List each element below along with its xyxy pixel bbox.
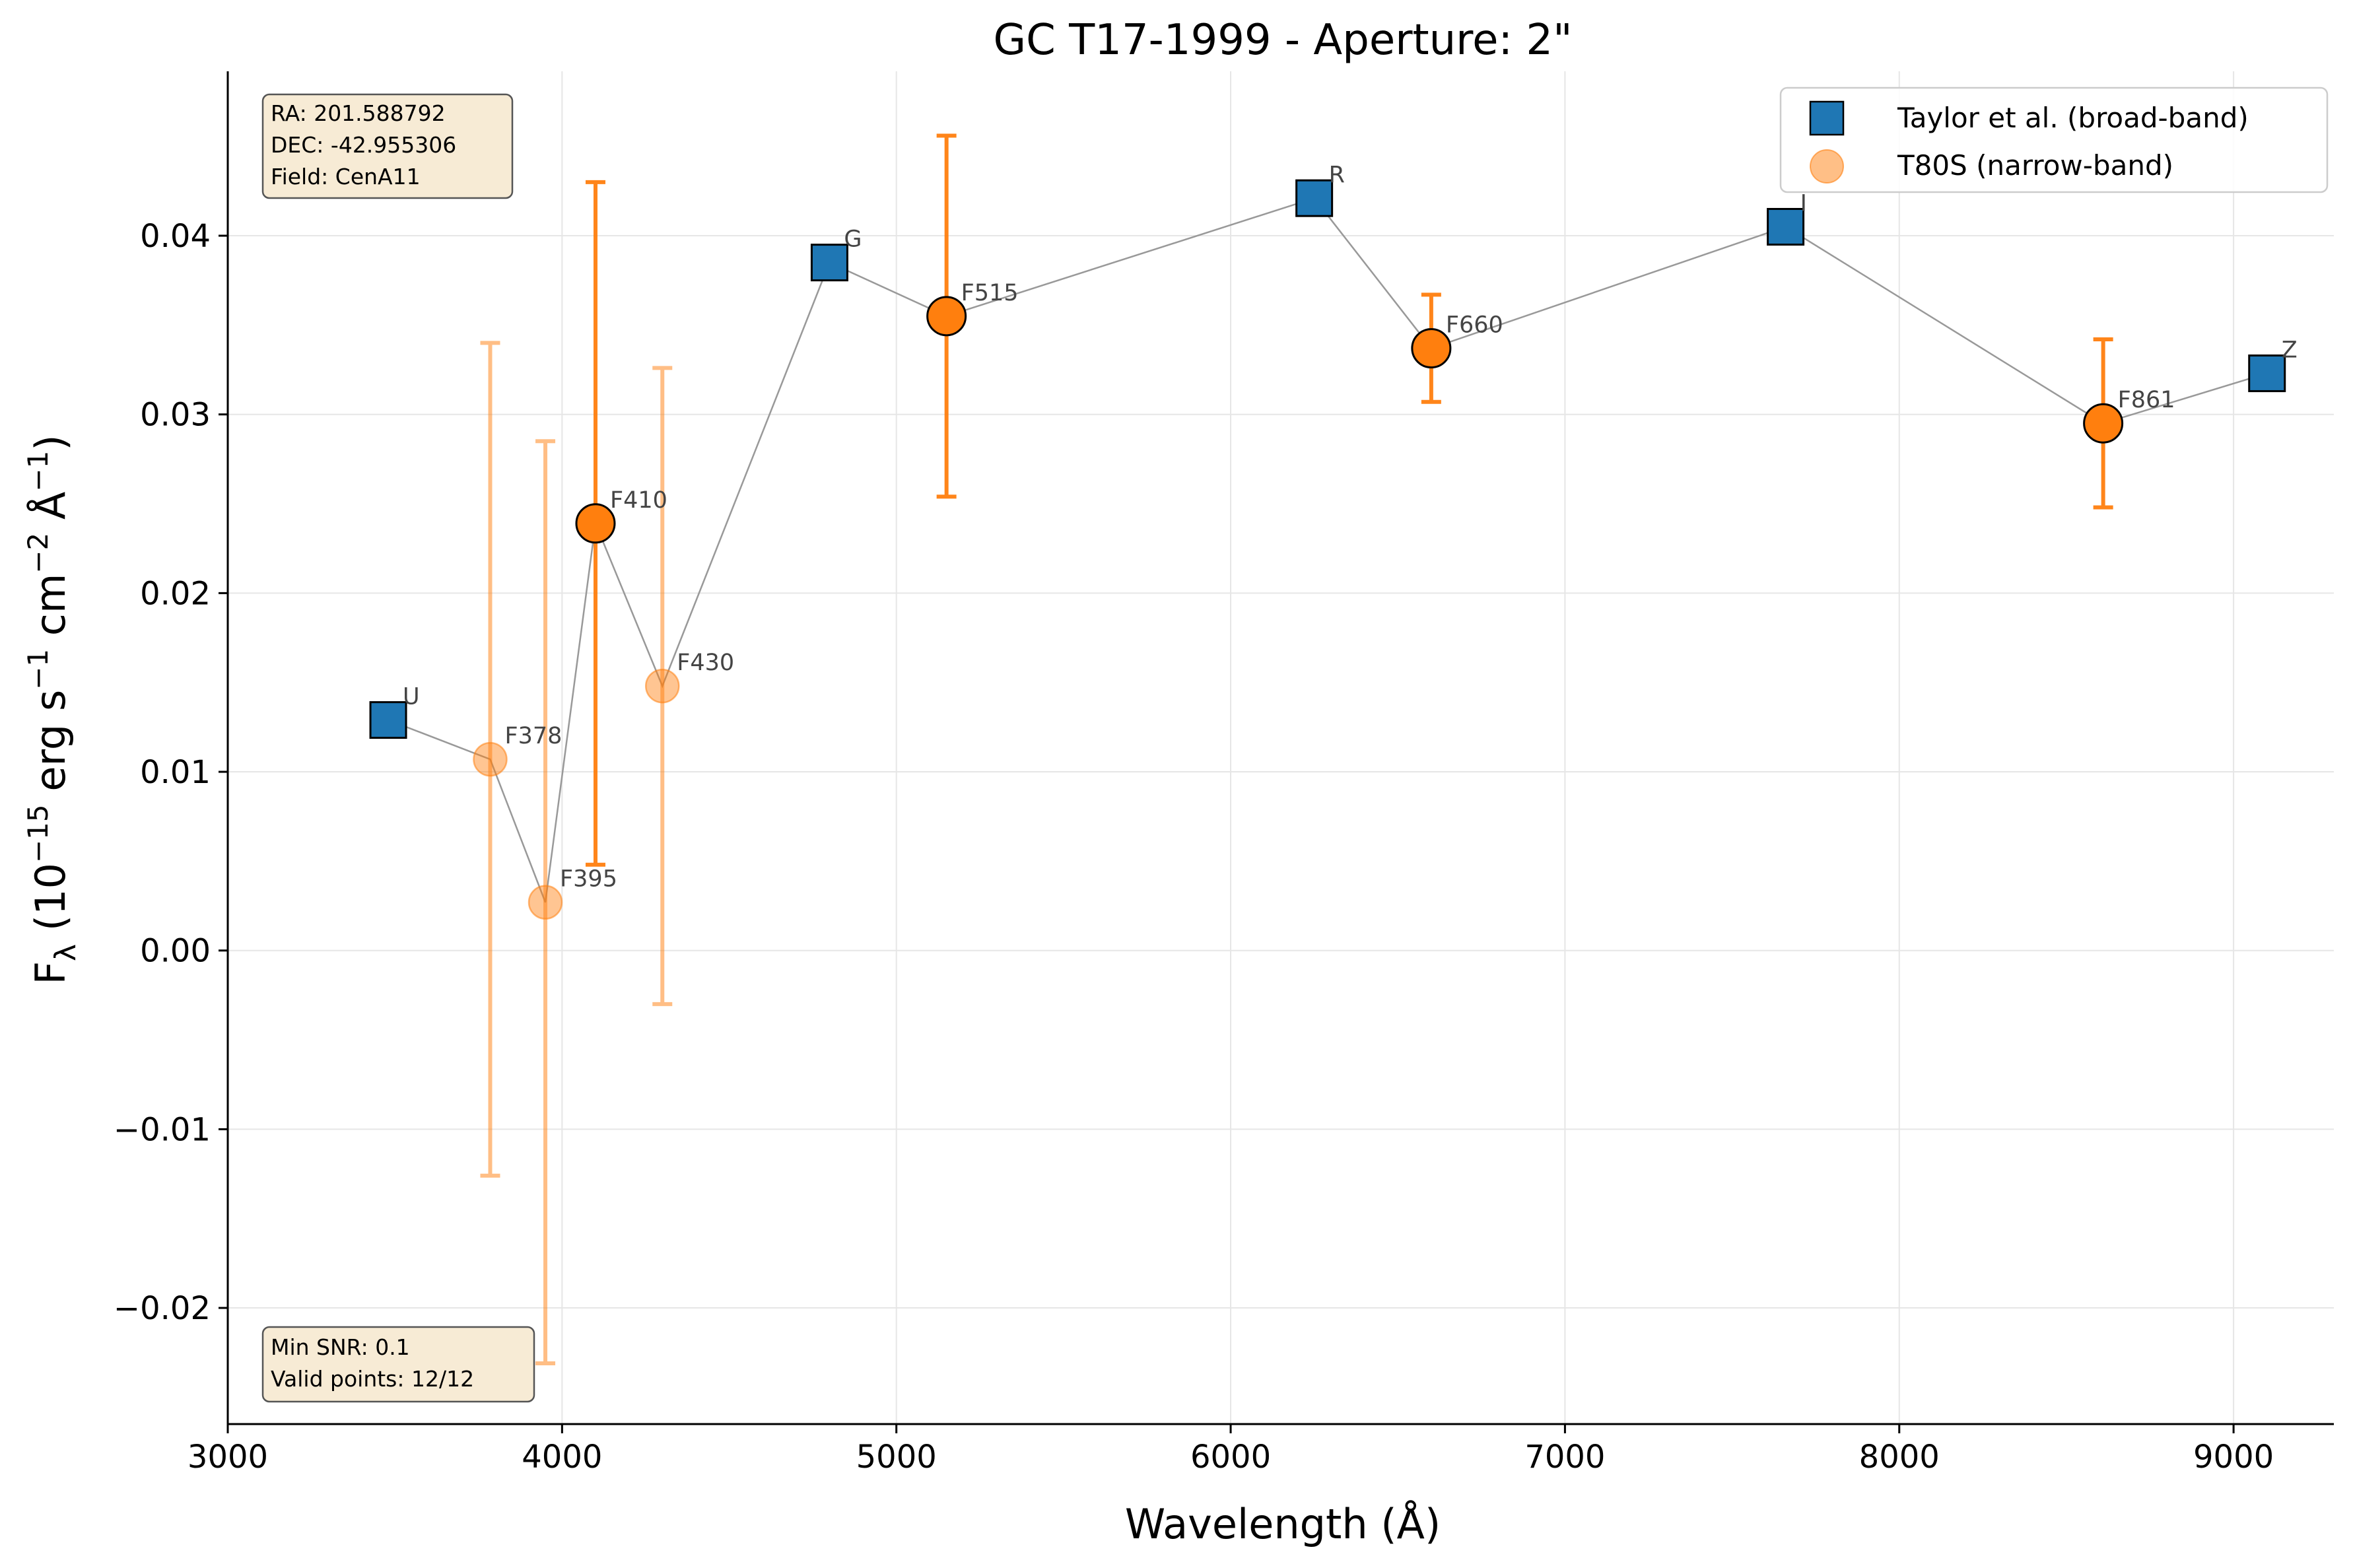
- y-tick-label: 0.03: [140, 397, 211, 434]
- band-label-G: G: [844, 226, 862, 253]
- legend: Taylor et al. (broad-band) T80S (narrow-…: [1779, 86, 2329, 193]
- coordinates-info-box: RA: 201.588792 DEC: -42.955306 Field: Ce…: [261, 93, 514, 199]
- band-label-R: R: [1329, 162, 1345, 188]
- band-label-F395: F395: [560, 866, 617, 893]
- marker-R: [1295, 179, 1334, 217]
- marker-F395: [528, 885, 563, 920]
- grid: [227, 71, 2334, 1424]
- error-bar-F378: [480, 341, 500, 1178]
- y-tick-label: 0.04: [140, 218, 211, 255]
- marker-F378: [473, 741, 508, 777]
- y-axis-label: Fλ (10−15 erg s−1 cm−2 Å−1): [22, 434, 83, 984]
- field-text: Field: CenA11: [271, 164, 421, 189]
- marker-U: [369, 701, 407, 739]
- marker-F430: [645, 668, 680, 704]
- x-axis-ticks: 3000 4000 5000 6000 7000 8000 9000: [188, 1424, 2274, 1476]
- y-tick-label: 0.02: [140, 575, 211, 612]
- ra-text: RA: 201.588792: [271, 100, 446, 126]
- marker-F410: [575, 503, 616, 544]
- legend-label-broad: Taylor et al. (broad-band): [1897, 102, 2249, 134]
- quality-info-box: Min SNR: 0.1 Valid points: 12/12: [261, 1326, 535, 1403]
- band-label-Z: Z: [2282, 337, 2298, 363]
- band-label-F430: F430: [677, 650, 734, 676]
- min-snr-text: Min SNR: 0.1: [271, 1334, 410, 1360]
- x-tick-label: 5000: [856, 1439, 937, 1476]
- band-label-U: U: [403, 684, 420, 710]
- y-tick-label: −0.01: [114, 1111, 211, 1148]
- band-label-F515: F515: [961, 280, 1019, 306]
- y-tick-label: 0.01: [140, 754, 211, 791]
- error-bar-F395: [535, 439, 556, 1365]
- legend-circle-marker: [1810, 149, 1844, 184]
- band-label-I: I: [1800, 190, 1807, 217]
- dec-text: DEC: -42.955306: [271, 132, 456, 158]
- error-bar-F430: [652, 366, 673, 1006]
- connector-polyline: [388, 197, 2268, 903]
- band-label-F861: F861: [2118, 387, 2175, 413]
- y-tick-label: 0.00: [140, 933, 211, 970]
- band-labels: U G R I Z F378 F395 F410 F430 F515 F660 F861: [403, 162, 2298, 892]
- x-tick-label: 8000: [1859, 1439, 1940, 1476]
- marker-G: [810, 244, 848, 282]
- marker-F861: [2083, 403, 2124, 444]
- marker-F660: [1411, 328, 1452, 369]
- valid-points-text: Valid points: 12/12: [271, 1366, 474, 1392]
- legend-square-marker: [1809, 100, 1845, 136]
- x-tick-label: 6000: [1190, 1439, 1271, 1476]
- x-tick-label: 9000: [2193, 1439, 2274, 1476]
- band-label-F378: F378: [504, 723, 562, 749]
- legend-label-narrow: T80S (narrow-band): [1897, 149, 2173, 182]
- x-axis-label: Wavelength (Å): [1125, 1500, 1441, 1548]
- marker-F515: [926, 296, 967, 337]
- x-tick-label: 3000: [188, 1439, 268, 1476]
- connector-line: [388, 197, 2268, 903]
- data-markers: [369, 179, 2286, 920]
- y-axis-ticks: −0.02 −0.01 0.00 0.01 0.02 0.03 0.04: [114, 218, 228, 1327]
- x-tick-label: 4000: [522, 1439, 602, 1476]
- marker-I: [1767, 207, 1805, 246]
- band-label-F410: F410: [610, 487, 667, 514]
- y-tick-label: −0.02: [114, 1290, 211, 1327]
- band-label-F660: F660: [1446, 312, 1503, 339]
- x-tick-label: 7000: [1524, 1439, 1605, 1476]
- marker-Z: [2248, 354, 2286, 392]
- chart-title: GC T17-1999 - Aperture: 2": [994, 16, 1573, 65]
